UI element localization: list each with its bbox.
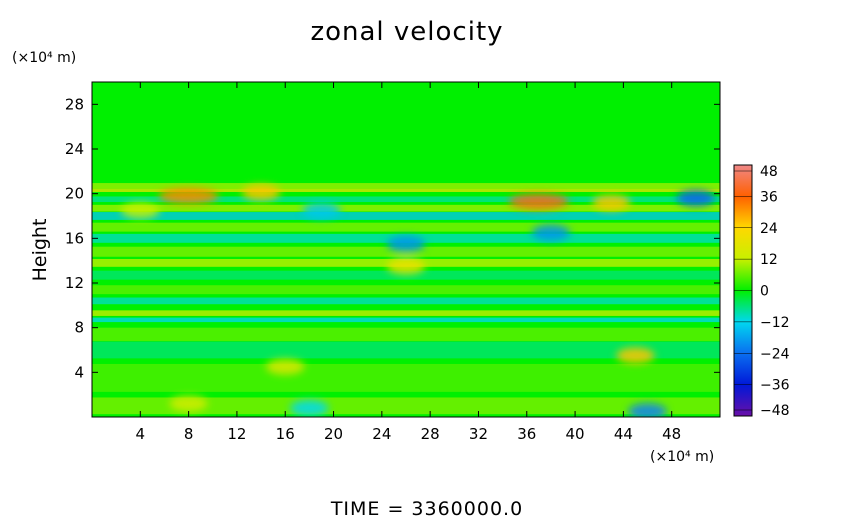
y-tick-label: 24 [65,140,84,158]
colorbar-tick-label: 0 [760,284,769,300]
velocity-feature [302,202,341,219]
x-axis-ticks: 4 8 12 16 20 24 28 32 36 40 44 48 [136,82,681,443]
velocity-feature [290,400,329,417]
y-tick-label: 20 [65,185,84,203]
y-tick-label: 8 [74,319,84,337]
x-tick-label: 24 [372,425,391,443]
velocity-band [92,212,720,220]
y-axis-ticks: 4 8 12 16 20 24 28 [65,95,720,381]
x-tick-label: 40 [566,425,585,443]
velocity-band [92,270,720,280]
velocity-band [92,183,720,189]
y-tick-label: 16 [65,229,84,247]
x-tick-label: 32 [469,425,488,443]
colorbar: 48 36 24 12 0 −12 −24 −36 −48 [733,164,790,419]
y-tick-label: 4 [74,363,84,381]
velocity-band [92,285,720,295]
x-tick-label: 12 [227,425,246,443]
x-axis-unit: (×10⁴ m) [650,449,714,465]
plot-area [91,81,721,418]
velocity-feature [676,190,716,207]
velocity-band [92,317,720,323]
velocity-band [92,188,720,192]
y-tick-label: 28 [65,95,84,113]
y-axis-unit: (×10⁴ m) [12,50,76,66]
velocity-band [92,363,720,392]
colorbar-tick-label: 36 [760,189,778,205]
y-axis-label: Height [29,219,51,282]
colorbar-tick-label: −36 [760,378,790,394]
time-footer: TIME = 3360000.0 [330,498,523,519]
velocity-feature [531,224,571,241]
velocity-feature [591,194,631,211]
velocity-feature [508,193,570,210]
plot-frame [91,81,721,418]
velocity-band [92,310,720,316]
velocity-band [92,196,720,203]
colorbar-tick-label: 24 [760,221,778,237]
velocity-feature [616,347,655,364]
x-tick-label: 16 [276,425,295,443]
velocity-feature [386,235,426,252]
x-tick-label: 36 [517,425,536,443]
x-tick-label: 28 [421,425,440,443]
colorbar-tick-label: 48 [760,164,778,180]
velocity-feature [120,202,160,219]
chart-title: zonal velocity [310,17,503,47]
velocity-feature [265,358,305,375]
velocity-feature [628,403,667,417]
x-tick-label: 4 [136,425,146,443]
colorbar-ticks: 48 36 24 12 0 −12 −24 −36 −48 [734,164,790,419]
velocity-feature [386,258,426,275]
velocity-band [92,327,720,342]
x-tick-label: 8 [184,425,194,443]
x-tick-label: 44 [614,425,633,443]
velocity-band [92,222,720,232]
x-tick-label: 48 [662,425,681,443]
velocity-feature [158,187,219,204]
velocity-bands [92,183,720,415]
colorbar-tick-label: 12 [760,252,778,268]
velocity-features [120,184,716,417]
y-tick-label: 12 [65,274,84,292]
colorbar-tick-label: −12 [760,315,790,331]
colorbar-tick-label: −24 [760,346,790,362]
velocity-band [92,397,720,415]
velocity-feature [241,184,281,201]
velocity-band [92,297,720,305]
velocity-band [92,204,720,212]
colorbar-tick-label: −48 [760,403,790,419]
x-tick-label: 20 [324,425,343,443]
velocity-band [92,341,720,359]
velocity-feature [169,395,208,412]
